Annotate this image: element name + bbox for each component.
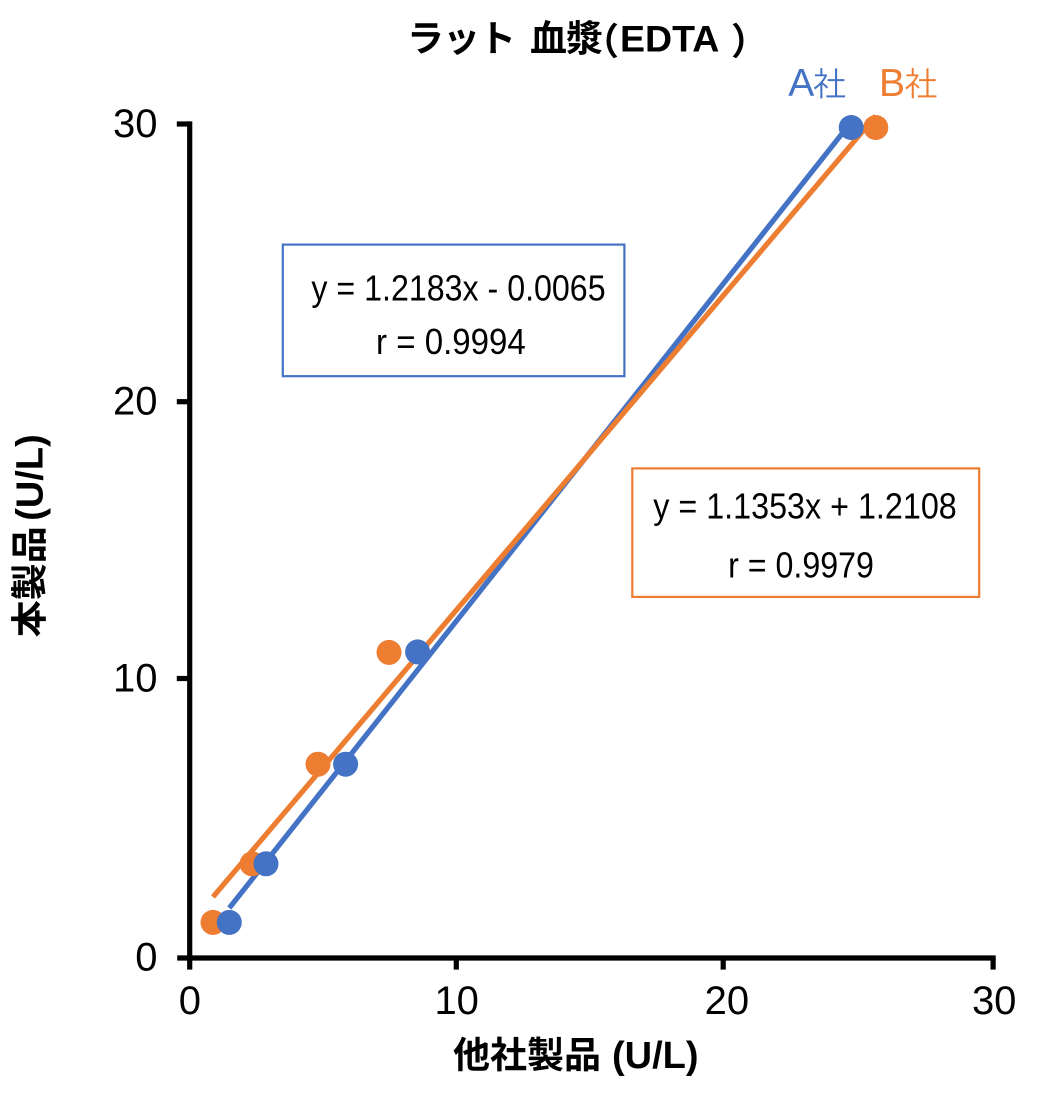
- svg-text:y = 1.2183x - 0.0065: y = 1.2183x - 0.0065: [311, 267, 605, 308]
- svg-text:B: B: [879, 62, 905, 105]
- svg-text:(U/L): (U/L): [10, 434, 52, 521]
- svg-text:20: 20: [705, 979, 750, 1023]
- svg-text:y = 1.1353x + 1.2108: y = 1.1353x + 1.2108: [653, 486, 957, 527]
- svg-text:0: 0: [179, 979, 201, 1023]
- svg-text:30: 30: [113, 102, 158, 146]
- svg-text:r = 0.9994: r = 0.9994: [376, 321, 526, 362]
- svg-text:20: 20: [113, 380, 158, 424]
- svg-text:0: 0: [135, 935, 157, 979]
- svg-text:30: 30: [972, 979, 1017, 1023]
- svg-text:10: 10: [113, 656, 158, 700]
- svg-text:10: 10: [434, 979, 479, 1023]
- svg-text:EDTA: EDTA: [620, 18, 719, 60]
- svg-text:(U/L): (U/L): [612, 1035, 699, 1077]
- svg-text:r = 0.9979: r = 0.9979: [728, 545, 874, 586]
- svg-text:A: A: [788, 62, 814, 105]
